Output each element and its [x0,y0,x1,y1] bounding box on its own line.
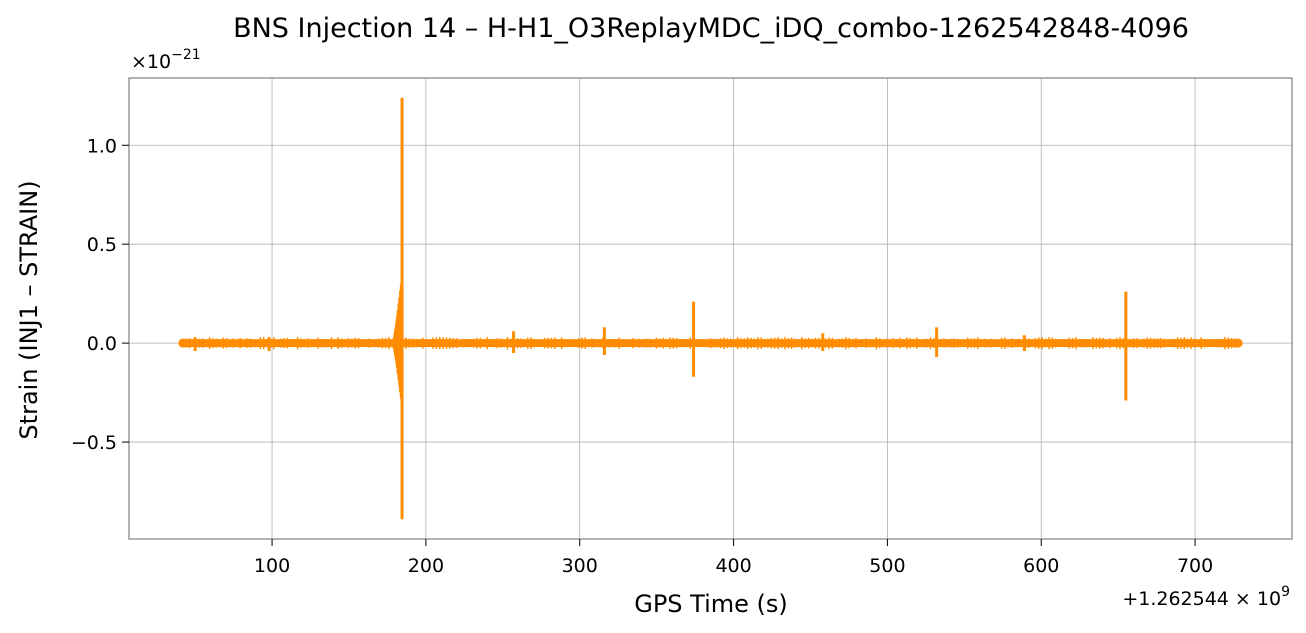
x-tick-label: 300 [562,555,598,577]
y-axis-label: Strain (INJ1 – STRAIN) [15,180,43,439]
x-axis-label: GPS Time (s) [634,590,788,618]
y-scale-label: ×10−21 [131,47,201,73]
trace-start-cap [178,338,188,348]
plot-area [178,97,1243,520]
axis-ticks: 100 200 300 400 500 600 700 −0.5 0.0 0.5 1.0 [71,135,1213,577]
y-tick-label: 1.0 [87,135,117,157]
x-tick-label: 500 [869,555,905,577]
axis-offsets: ×10−21 +1.262544 × 109 [131,47,1290,610]
y-tick-label: 0.0 [87,333,117,355]
x-tick-label: 200 [408,555,444,577]
axes-frame [128,77,1293,540]
x-tick-label: 400 [715,555,751,577]
x-tick-label: 700 [1177,555,1213,577]
x-offset-label: +1.262544 × 109 [1122,584,1290,610]
y-tick-label: −0.5 [71,432,117,454]
grid [129,78,1292,539]
x-tick-label: 600 [1023,555,1059,577]
x-tick-label: 100 [254,555,290,577]
y-tick-label: 0.5 [87,234,117,256]
chart-title: BNS Injection 14 – H-H1_O3ReplayMDC_iDQ_… [233,13,1189,44]
trace-end-cap [1233,338,1243,348]
